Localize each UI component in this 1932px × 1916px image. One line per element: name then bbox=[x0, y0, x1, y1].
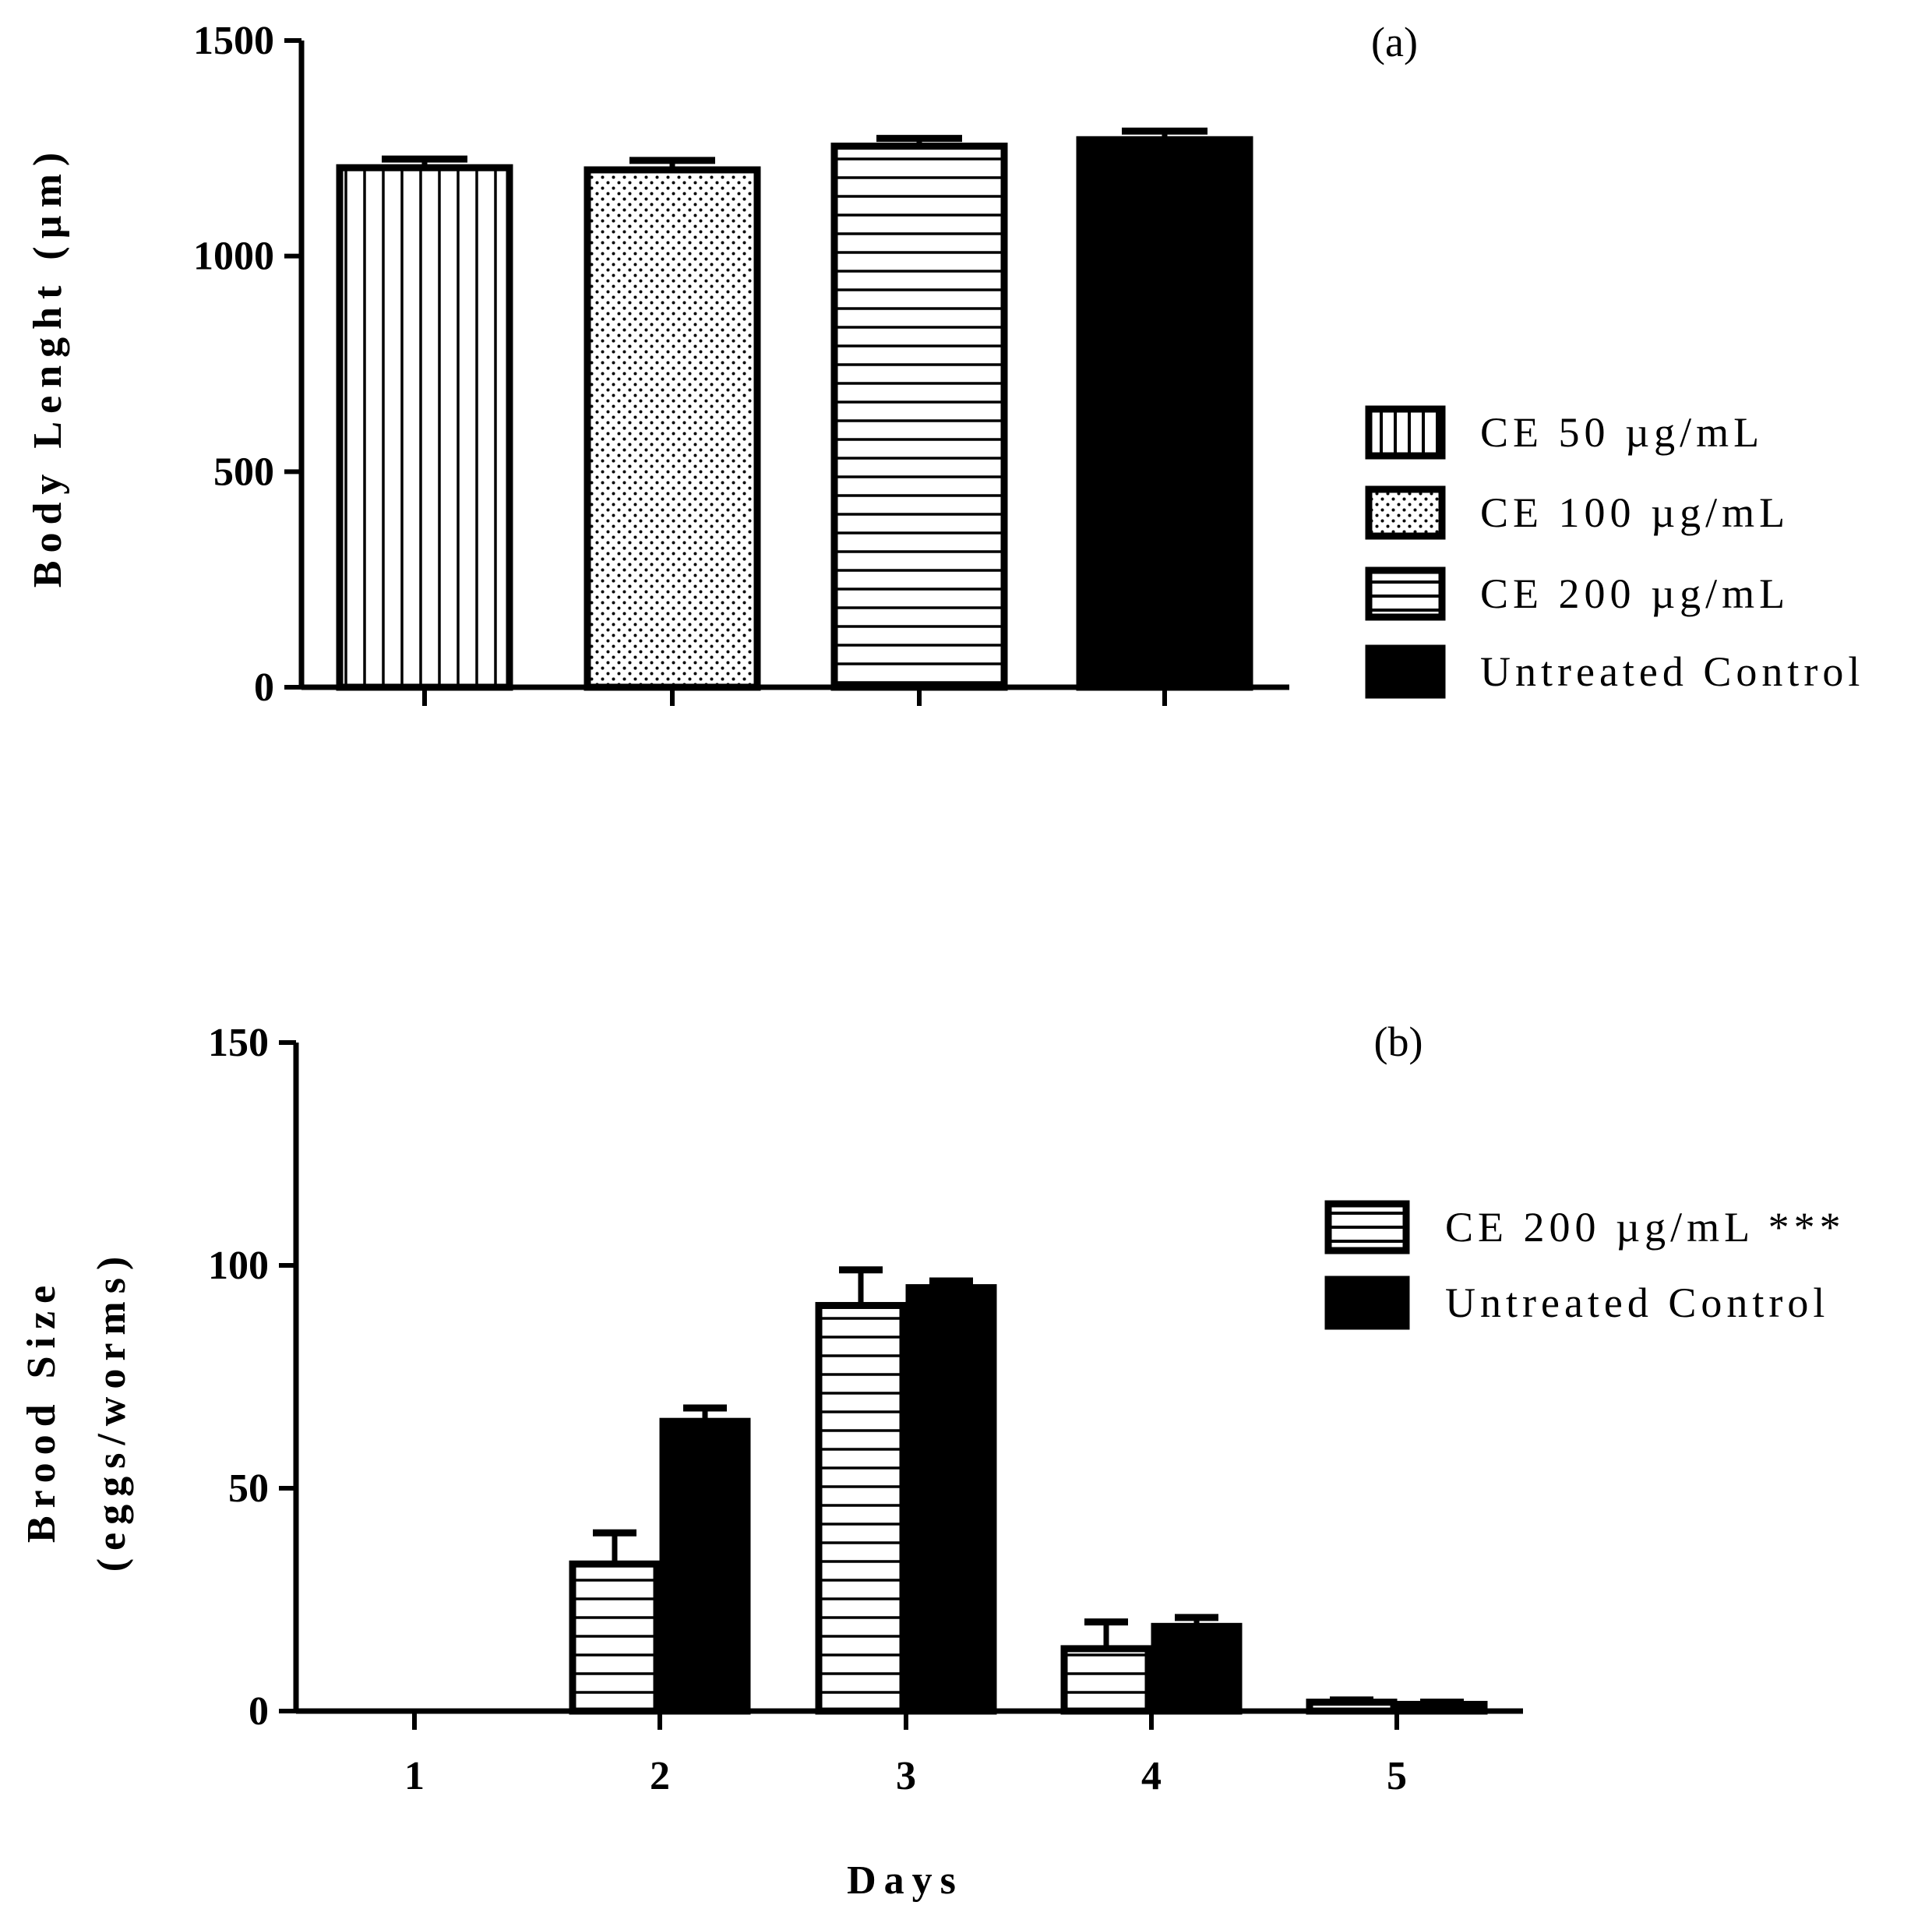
panel-b-y-tick-label: 150 bbox=[208, 1021, 269, 1065]
panel-a-y-tick-label: 1500 bbox=[193, 19, 274, 63]
panel-a-legend-swatch bbox=[1365, 405, 1446, 460]
panel-b: 0 50 100 150 1 2 3 4 5 (b) Brood Size (eggs/worm… bbox=[19, 1018, 1846, 1903]
panel-b-x-tick-label: 5 bbox=[1387, 1754, 1407, 1798]
panel-a-legend-swatch bbox=[1365, 566, 1446, 621]
panel-a-y-tick-label: 0 bbox=[254, 665, 274, 710]
panel-a-legend-label: CE 100 µg/mL bbox=[1480, 489, 1789, 536]
panel-a-bar bbox=[1076, 136, 1253, 691]
panel-b-label: (b) bbox=[1374, 1018, 1423, 1065]
panel-b-x-axis-title: Days bbox=[847, 1858, 964, 1903]
panel-a-y-tick-label: 1000 bbox=[193, 235, 274, 279]
panel-b-legend-swatch bbox=[1324, 1200, 1410, 1254]
panel-a-legend-label: CE 50 µg/mL bbox=[1480, 409, 1764, 456]
panel-b-x-tick-label: 1 bbox=[404, 1754, 425, 1798]
panel-b-legend-label: CE 200 µg/mL *** bbox=[1445, 1204, 1846, 1251]
panel-b-bar bbox=[905, 1284, 997, 1715]
panel-b-y-tick-label: 50 bbox=[228, 1466, 269, 1511]
panel-a-bar bbox=[336, 164, 513, 691]
panel-a-legend-label: Untreated Control bbox=[1480, 648, 1864, 695]
panel-a-bar bbox=[830, 143, 1008, 691]
panel-b-bar bbox=[1151, 1622, 1243, 1715]
panel-b-y-axis-title-line2: (eggs/worms) bbox=[90, 1249, 134, 1572]
panel-b-bar bbox=[1060, 1645, 1152, 1715]
panel-b-bar bbox=[659, 1417, 751, 1715]
panel-a-legend-swatch bbox=[1365, 485, 1446, 540]
panel-b-y-axis-title-line1: Brood Size bbox=[19, 1278, 64, 1543]
panel-b-legend-label: Untreated Control bbox=[1445, 1279, 1829, 1326]
panel-a-legend-swatch bbox=[1365, 644, 1446, 699]
panel-a-legend-label: CE 200 µg/mL bbox=[1480, 570, 1789, 617]
panel-b-bar bbox=[815, 1301, 907, 1715]
panel-b-y-tick-label: 0 bbox=[249, 1689, 269, 1734]
panel-a-bar bbox=[583, 166, 761, 691]
panel-a-y-tick-label: 500 bbox=[213, 450, 274, 494]
panel-a-y-axis-title: Body Lenght (µm) bbox=[26, 145, 70, 588]
panel-b-legend-swatch bbox=[1324, 1276, 1410, 1330]
panel-a: 0 500 1000 1500 (a) Body Lenght (µm) CE 50 … bbox=[26, 19, 1864, 710]
panel-b-x-tick-label: 2 bbox=[650, 1754, 670, 1798]
panel-b-x-tick-label: 4 bbox=[1141, 1754, 1162, 1798]
panel-b-y-tick-label: 100 bbox=[208, 1244, 269, 1288]
panel-b-bar bbox=[569, 1560, 661, 1715]
panel-a-label: (a) bbox=[1371, 19, 1418, 65]
panel-b-x-tick-label: 3 bbox=[896, 1754, 916, 1798]
